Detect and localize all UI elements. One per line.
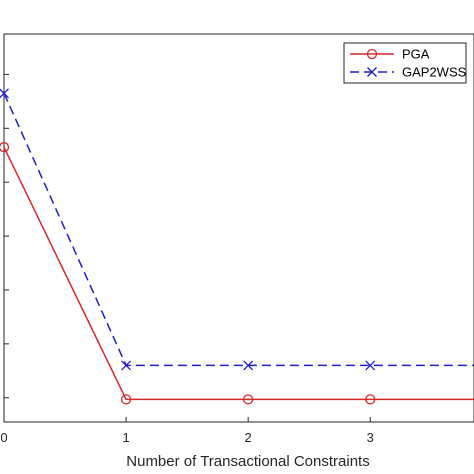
series-layer bbox=[0, 88, 474, 405]
series-pga bbox=[0, 142, 474, 405]
x-axis-label: Number of Transactional Constraints bbox=[126, 453, 369, 470]
x-tick-label: 3 bbox=[367, 430, 374, 445]
data-point bbox=[365, 360, 376, 371]
x-tick-label: 1 bbox=[122, 430, 129, 445]
data-point bbox=[243, 394, 254, 405]
data-point bbox=[365, 394, 376, 405]
legend: PGA GAP2WSS bbox=[343, 42, 467, 84]
legend-label: PGA bbox=[402, 47, 430, 62]
legend-item-pga: PGA bbox=[350, 47, 430, 62]
x-tick-label: 2 bbox=[245, 430, 252, 445]
legend-item-gap2wss: GAP2WSS bbox=[350, 65, 467, 80]
data-point bbox=[0, 88, 9, 99]
legend-marker bbox=[366, 48, 378, 60]
data-point bbox=[121, 360, 132, 371]
plot-area bbox=[3, 33, 474, 423]
legend-marker bbox=[367, 67, 377, 77]
legend-label: GAP2WSS bbox=[402, 65, 467, 80]
x-tick-label: 0 bbox=[0, 430, 7, 445]
x-axis-ticks: 0 1 2 3 bbox=[0, 417, 374, 445]
series-line bbox=[3, 146, 474, 401]
data-point bbox=[0, 142, 10, 153]
legend-box bbox=[343, 42, 467, 84]
data-point bbox=[243, 360, 254, 371]
y-axis-ticks bbox=[4, 73, 9, 399]
series-gap2wss bbox=[0, 88, 474, 371]
data-point bbox=[120, 394, 132, 405]
